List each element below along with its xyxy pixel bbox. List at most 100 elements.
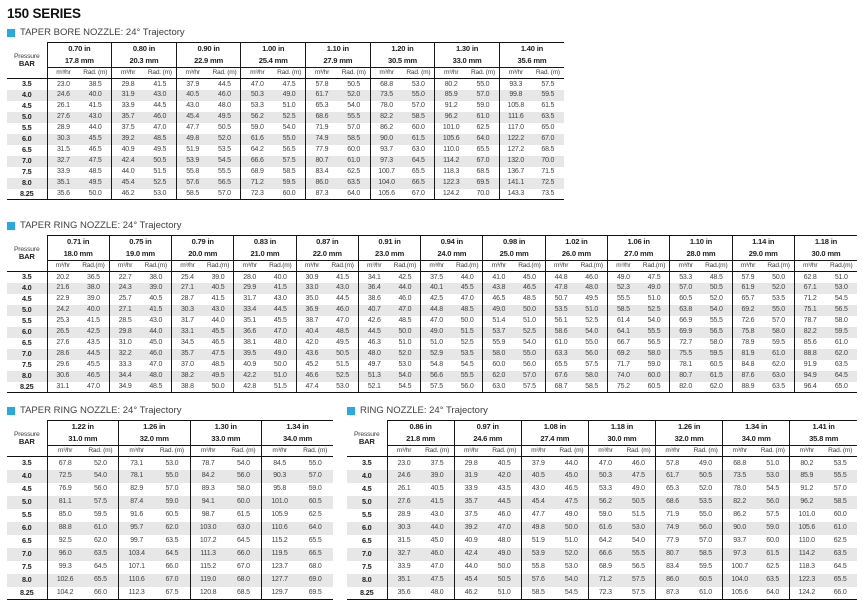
radius-value: 55.5: [833, 472, 847, 480]
flow-value: 44.5: [357, 326, 390, 338]
pressure-row: 8.25 35.6 48.0 46.2 51.0 58.5 54.5 72.3 57.5 87.3…: [347, 586, 857, 600]
radius-value: 47.5: [211, 350, 225, 358]
flow-value: 68.9: [240, 166, 274, 178]
radius-value: 52.5: [336, 372, 349, 380]
radius-value: 51.5: [632, 511, 645, 519]
radius-value: 48.5: [460, 306, 474, 314]
flow-value: 119.0: [189, 573, 226, 587]
radius-value: 46.5: [87, 372, 100, 380]
nozzle-size-mm: 30.0 mm: [587, 433, 656, 446]
radius-value: 65.0: [541, 124, 555, 132]
flow-value: 63.8: [669, 304, 701, 316]
radius-value: 51.0: [766, 459, 780, 467]
flow-value: 37.9: [520, 456, 555, 470]
pressure-row: 7.0 32.7 47.5 42.4 50.5 53.9 54.5 66.6 57.5 80.7 6…: [7, 155, 564, 167]
radius-value: 65.0: [825, 381, 857, 393]
pressure-row: 5.5 28.9 44.0 37.5 47.0 47.7 50.5 59.0 54.0 71.9 5…: [7, 122, 564, 134]
flow-value: 53.9: [520, 547, 555, 561]
radius-value: 59.5: [93, 511, 107, 519]
radius-value: 58.0: [585, 372, 599, 380]
flow-unit-label: m³/hr: [108, 260, 141, 272]
flow-value: 26.5: [46, 326, 79, 338]
radius-value: 49.0: [282, 91, 296, 99]
flow-value: 57.8: [655, 456, 690, 470]
flow-value: 30.3: [46, 133, 80, 145]
radius-value: 55.0: [282, 135, 296, 143]
flow-value: 40.4: [295, 326, 328, 338]
flow-value: 25.7: [108, 293, 141, 305]
nozzle-size-mm: 24.0 mm: [420, 248, 483, 261]
flow-value: 28.9: [386, 508, 421, 522]
radius-unit-label: Rad. (m): [273, 67, 306, 79]
radius-value: 66.0: [165, 563, 179, 571]
pressure-row: 7.0 28.6 44.5 32.2 46.0 35.7 47.5 39.5 49.0 43.6 5…: [7, 348, 857, 360]
pressure-row: 4.0 21.6 38.0 24.3 39.0 27.1 40.5 29.9 41.5 33.0 4…: [7, 282, 857, 294]
pressure-row: 3.5 67.8 52.0 73.1 53.0 78.7 54.0 84.5 55.0: [7, 456, 333, 470]
flow-value: 72.7: [669, 337, 701, 349]
radius-value: 57.0: [347, 124, 361, 132]
radius-value: 53.0: [165, 459, 179, 467]
pressure-row: 5.5 25.3 41.5 28.5 43.0 31.7 44.0 35.1 45.5 38.7 4…: [7, 315, 857, 327]
radius-value: 50.0: [202, 381, 234, 393]
flow-value: 35.7: [111, 111, 144, 123]
flow-value: 122.3: [789, 573, 824, 587]
radius-unit-label: Rad.(m): [825, 260, 857, 272]
pressure-value: 8.0: [7, 370, 48, 382]
nozzle-size-in: 1.26 in: [654, 420, 723, 434]
radius-value: 57.5: [632, 576, 645, 584]
radius-value: 61.0: [347, 157, 361, 165]
flow-value: 39.2: [111, 133, 144, 145]
radius-value: 50.0: [564, 524, 578, 532]
pressure-row: 4.0 24.6 40.0 31.9 43.0 40.5 46.0 50.3 49.0 61.7 5…: [7, 89, 564, 101]
radius-value: 41.5: [430, 498, 444, 506]
flow-value: 93.7: [722, 534, 757, 548]
nozzle-size-in: 1.14 in: [731, 235, 795, 249]
pressure-row: 6.0 30.3 45.5 39.2 48.5 49.8 52.0 61.6 55.0 74.9 5…: [7, 133, 564, 145]
flow-value: 38.7: [295, 315, 328, 327]
radius-value: 67.0: [165, 576, 179, 584]
radius-value: 48.5: [398, 317, 412, 325]
radius-value: 56.5: [218, 179, 231, 187]
radius-value: 61.5: [411, 135, 425, 143]
radius-value: 61.5: [766, 550, 780, 558]
pressure-value: 8.25: [7, 381, 48, 393]
radius-value: 51.0: [282, 102, 296, 110]
pressure-value: 5.5: [7, 508, 48, 522]
flow-value: 46.6: [295, 370, 328, 382]
radius-value: 41.5: [87, 317, 100, 325]
nozzle-size-in: 1.00 in: [240, 42, 306, 56]
radius-value: 57.5: [766, 511, 780, 519]
flow-value: 28.9: [46, 122, 80, 134]
pressure-row: 4.0 72.5 54.0 78.1 55.0 84.2 56.0 90.3 57.0: [7, 469, 333, 483]
radius-value: 38.5: [88, 80, 102, 88]
radius-value: 54.0: [564, 576, 578, 584]
radius-value: 53.0: [411, 80, 425, 88]
radius-value: 66.0: [823, 586, 857, 600]
section-title: TAPER RING NOZZLE: 24° Trajectory: [20, 220, 182, 231]
radius-value: 68.5: [541, 146, 555, 154]
flow-value: 86.0: [304, 177, 338, 189]
flow-value: 31.1: [46, 381, 79, 393]
flow-value: 33.0: [295, 282, 328, 294]
radius-unit-label: Rad. (m): [487, 445, 522, 457]
radius-unit-label: Rad.(m): [763, 260, 795, 272]
pressure-row: 5.0 81.1 57.5 87.4 59.0 94.1 60.0 101.0 60.5: [7, 495, 333, 509]
radius-value: 50.0: [398, 328, 412, 336]
radius-value: 48.5: [153, 135, 167, 143]
flow-value: 61.0: [544, 337, 577, 349]
radius-value: 72.5: [541, 179, 555, 187]
flow-unit-label: m³/hr: [261, 445, 298, 457]
radius-value: 66.5: [411, 179, 425, 187]
radius-value: 65.5: [476, 146, 490, 154]
radius-value: 52.5: [282, 113, 296, 121]
nozzle-size-mm: 33.0 mm: [189, 433, 262, 446]
flow-value: 119.5: [261, 547, 298, 561]
flow-value: 44.8: [544, 271, 577, 283]
radius-value: 47.5: [632, 472, 645, 480]
radius-value: 40.5: [149, 295, 163, 303]
flow-value: 96.4: [793, 381, 826, 393]
radius-value: 46.0: [430, 550, 444, 558]
radius-value: 61.5: [236, 511, 250, 519]
flow-value: 81.1: [46, 495, 83, 509]
pressure-row: 7.5 99.3 64.5 107.1 66.0 115.2 67.0 123.7 68.0: [7, 560, 333, 574]
